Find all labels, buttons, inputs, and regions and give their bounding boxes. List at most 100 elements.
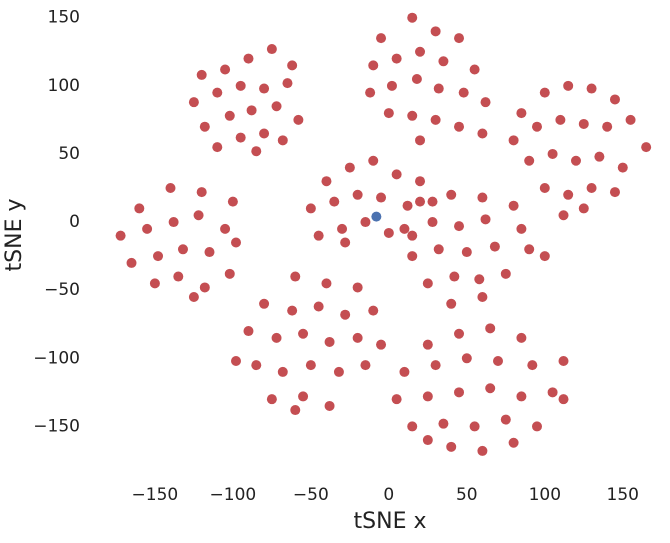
- point: [287, 305, 298, 316]
- point: [500, 268, 511, 279]
- point: [391, 169, 402, 180]
- point: [287, 60, 298, 71]
- point: [508, 200, 519, 211]
- point: [305, 203, 316, 214]
- point: [271, 332, 282, 343]
- point: [433, 244, 444, 255]
- point: [427, 217, 438, 228]
- y-tick-label: −50: [44, 280, 80, 300]
- point: [196, 69, 207, 80]
- point: [399, 366, 410, 377]
- point: [454, 387, 465, 398]
- point: [415, 46, 426, 57]
- point: [402, 200, 413, 211]
- y-tick-label: 50: [58, 144, 80, 164]
- point: [477, 445, 488, 456]
- x-tick-label: 0: [383, 485, 394, 505]
- point: [430, 26, 441, 37]
- point: [480, 97, 491, 108]
- point: [539, 183, 550, 193]
- point: [469, 421, 480, 432]
- point: [438, 418, 449, 429]
- point: [411, 74, 422, 85]
- y-tick-label: 150: [48, 8, 80, 28]
- point: [352, 282, 363, 293]
- point: [153, 251, 164, 262]
- point: [313, 301, 324, 312]
- point: [516, 391, 527, 402]
- y-axis-label: tSNE y: [2, 199, 27, 272]
- point: [243, 326, 254, 337]
- point: [477, 291, 488, 302]
- x-tick-label: −100: [210, 485, 257, 505]
- point: [558, 356, 569, 367]
- point: [407, 110, 418, 121]
- point: [446, 189, 457, 200]
- point: [641, 142, 652, 153]
- point: [199, 282, 210, 293]
- point: [383, 108, 394, 119]
- point: [474, 274, 485, 285]
- point: [204, 247, 215, 258]
- point: [199, 121, 210, 132]
- point: [368, 155, 379, 166]
- point: [469, 64, 480, 75]
- point: [134, 203, 145, 214]
- point: [508, 437, 519, 448]
- point: [329, 196, 340, 207]
- point: [578, 118, 589, 129]
- point: [430, 360, 441, 371]
- point: [516, 223, 527, 234]
- point: [625, 114, 636, 125]
- point: [407, 421, 418, 432]
- point: [563, 189, 574, 200]
- point: [337, 223, 348, 234]
- point: [609, 94, 620, 105]
- point: [149, 278, 160, 289]
- point: [480, 214, 491, 225]
- point: [531, 421, 542, 432]
- point: [220, 64, 231, 75]
- point: [235, 132, 246, 143]
- point: [493, 356, 504, 367]
- point: [277, 366, 288, 377]
- point: [391, 394, 402, 405]
- point: [516, 332, 527, 343]
- x-tick-label: 50: [456, 485, 478, 505]
- point: [524, 155, 535, 166]
- point: [485, 383, 496, 394]
- point: [193, 210, 204, 221]
- point: [368, 305, 379, 316]
- y-tick-label: 0: [69, 212, 80, 232]
- point: [477, 128, 488, 139]
- point: [586, 183, 597, 193]
- point: [371, 211, 382, 222]
- point: [422, 339, 433, 350]
- point: [368, 60, 379, 71]
- point: [246, 105, 257, 116]
- point: [461, 247, 472, 258]
- point: [321, 176, 332, 187]
- point: [243, 53, 254, 64]
- point: [547, 148, 558, 159]
- point: [422, 435, 433, 446]
- point: [454, 221, 465, 232]
- point: [293, 114, 304, 125]
- point: [313, 230, 324, 241]
- point: [558, 210, 569, 221]
- point: [173, 271, 184, 282]
- point: [220, 223, 231, 234]
- point: [454, 33, 465, 44]
- y-tick-label: 100: [48, 76, 80, 96]
- point: [212, 142, 223, 153]
- point: [508, 135, 519, 146]
- point: [407, 230, 418, 241]
- point: [438, 56, 449, 67]
- point: [383, 227, 394, 238]
- point: [489, 241, 500, 252]
- point: [516, 108, 527, 119]
- x-axis-label: tSNE x: [354, 509, 427, 534]
- x-tick-label: −50: [293, 485, 329, 505]
- point: [224, 110, 235, 121]
- point: [126, 257, 137, 268]
